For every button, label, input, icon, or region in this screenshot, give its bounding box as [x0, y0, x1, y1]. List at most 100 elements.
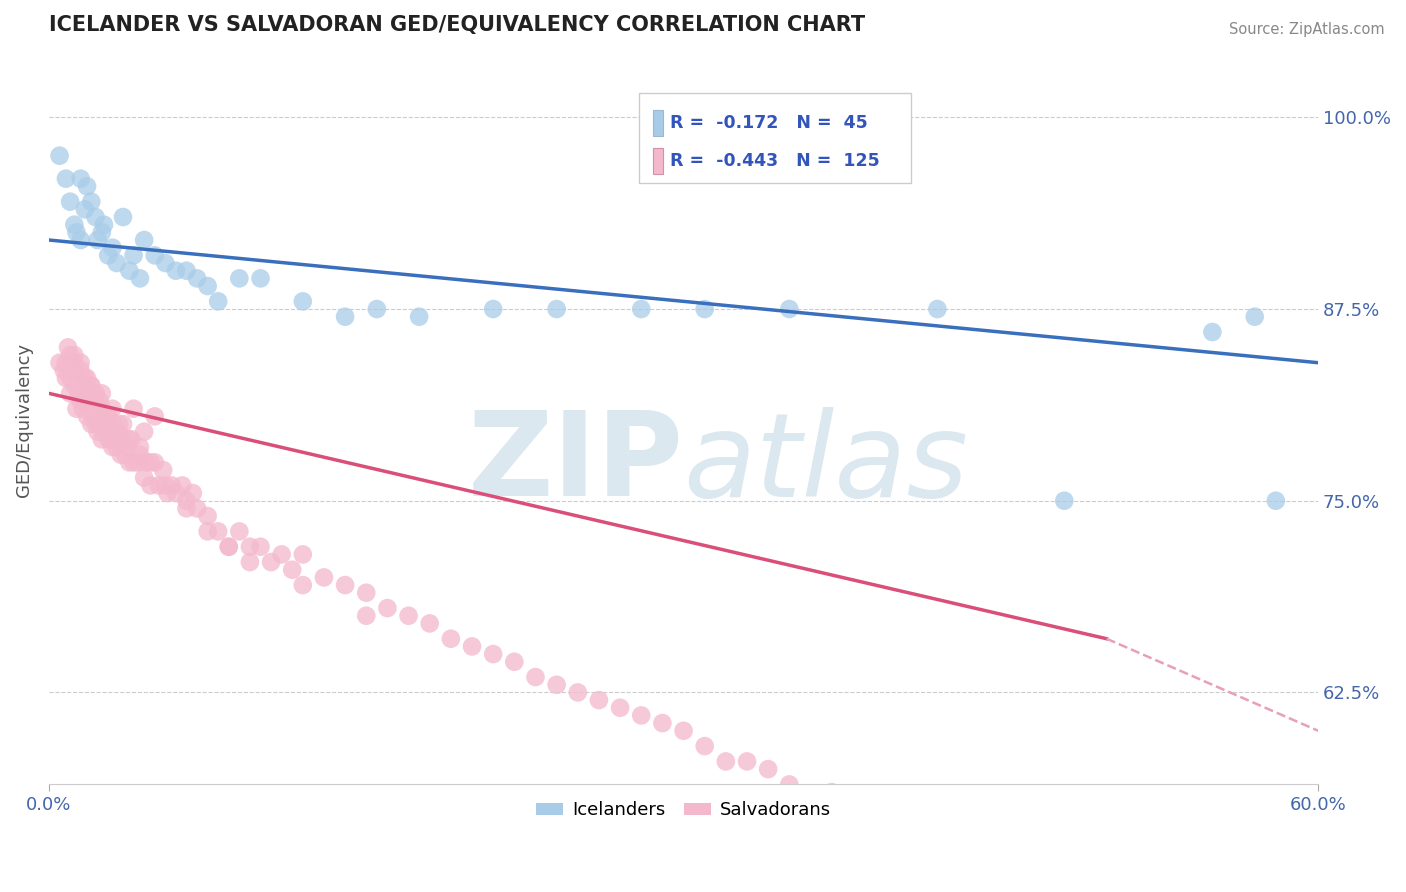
Point [756, 762, 779, 776]
Point [186, 271, 208, 285]
Point [90, 386, 112, 401]
Point [90, 433, 112, 447]
Point [118, 263, 141, 277]
Point [176, 263, 198, 277]
Point [59, 371, 82, 385]
Point [77, 394, 100, 409]
Point [48, 356, 70, 370]
Point [76, 371, 98, 385]
Point [366, 301, 388, 316]
Point [107, 425, 129, 439]
Point [1243, 310, 1265, 324]
Point [107, 417, 129, 431]
Point [160, 478, 183, 492]
Point [84, 210, 107, 224]
Point [630, 708, 652, 723]
Point [127, 455, 149, 469]
Point [73, 202, 96, 217]
Point [69, 363, 91, 377]
Point [67, 386, 90, 401]
Point [735, 755, 758, 769]
Point [356, 608, 378, 623]
Point [291, 548, 314, 562]
Text: atlas: atlas [683, 407, 969, 521]
Point [55, 356, 77, 370]
Point [84, 417, 107, 431]
Point [408, 310, 430, 324]
Point [72, 378, 94, 392]
Point [356, 586, 378, 600]
Point [139, 478, 162, 492]
Point [155, 478, 177, 492]
Point [927, 815, 949, 830]
Point [122, 455, 145, 469]
Point [172, 478, 194, 492]
Point [90, 225, 112, 239]
Point [111, 433, 134, 447]
Point [419, 616, 441, 631]
Point [52, 363, 75, 377]
Point [461, 640, 484, 654]
Point [152, 463, 174, 477]
Point [63, 348, 86, 362]
Point [93, 425, 115, 439]
Point [97, 433, 120, 447]
Point [218, 540, 240, 554]
Point [148, 478, 170, 492]
Point [97, 248, 120, 262]
Point [524, 670, 547, 684]
Point [927, 301, 949, 316]
Point [778, 301, 800, 316]
Point [778, 777, 800, 791]
Point [129, 271, 152, 285]
Point [101, 241, 124, 255]
Point [84, 386, 107, 401]
Point [228, 271, 250, 285]
Point [129, 448, 152, 462]
Point [82, 409, 104, 424]
Point [122, 401, 145, 416]
Point [139, 455, 162, 469]
Point [1201, 325, 1223, 339]
Point [101, 401, 124, 416]
Point [101, 417, 124, 431]
Text: R =  -0.443   N =  125: R = -0.443 N = 125 [671, 152, 880, 169]
Point [134, 471, 156, 485]
Point [69, 171, 91, 186]
Point [89, 394, 111, 409]
Point [134, 425, 156, 439]
Point [333, 310, 356, 324]
Point [1137, 854, 1160, 868]
Point [969, 823, 991, 838]
Point [863, 808, 886, 822]
Point [546, 301, 568, 316]
Point [1053, 838, 1076, 853]
Text: R =  -0.172   N =  45: R = -0.172 N = 45 [671, 114, 868, 132]
Point [63, 218, 86, 232]
Point [105, 440, 128, 454]
Point [121, 433, 143, 447]
Point [103, 425, 125, 439]
Point [270, 548, 292, 562]
Point [97, 409, 120, 424]
Point [482, 647, 505, 661]
Point [93, 409, 115, 424]
Point [63, 356, 86, 370]
Point [73, 394, 96, 409]
Point [377, 601, 399, 615]
Point [80, 194, 103, 209]
Point [118, 433, 141, 447]
Point [239, 540, 262, 554]
Point [59, 386, 82, 401]
Point [186, 501, 208, 516]
Point [176, 493, 198, 508]
Point [503, 655, 526, 669]
Point [207, 524, 229, 539]
Point [143, 455, 166, 469]
Point [65, 401, 87, 416]
Point [84, 386, 107, 401]
Point [69, 356, 91, 370]
Point [905, 815, 928, 830]
Point [94, 417, 117, 431]
Point [86, 233, 108, 247]
